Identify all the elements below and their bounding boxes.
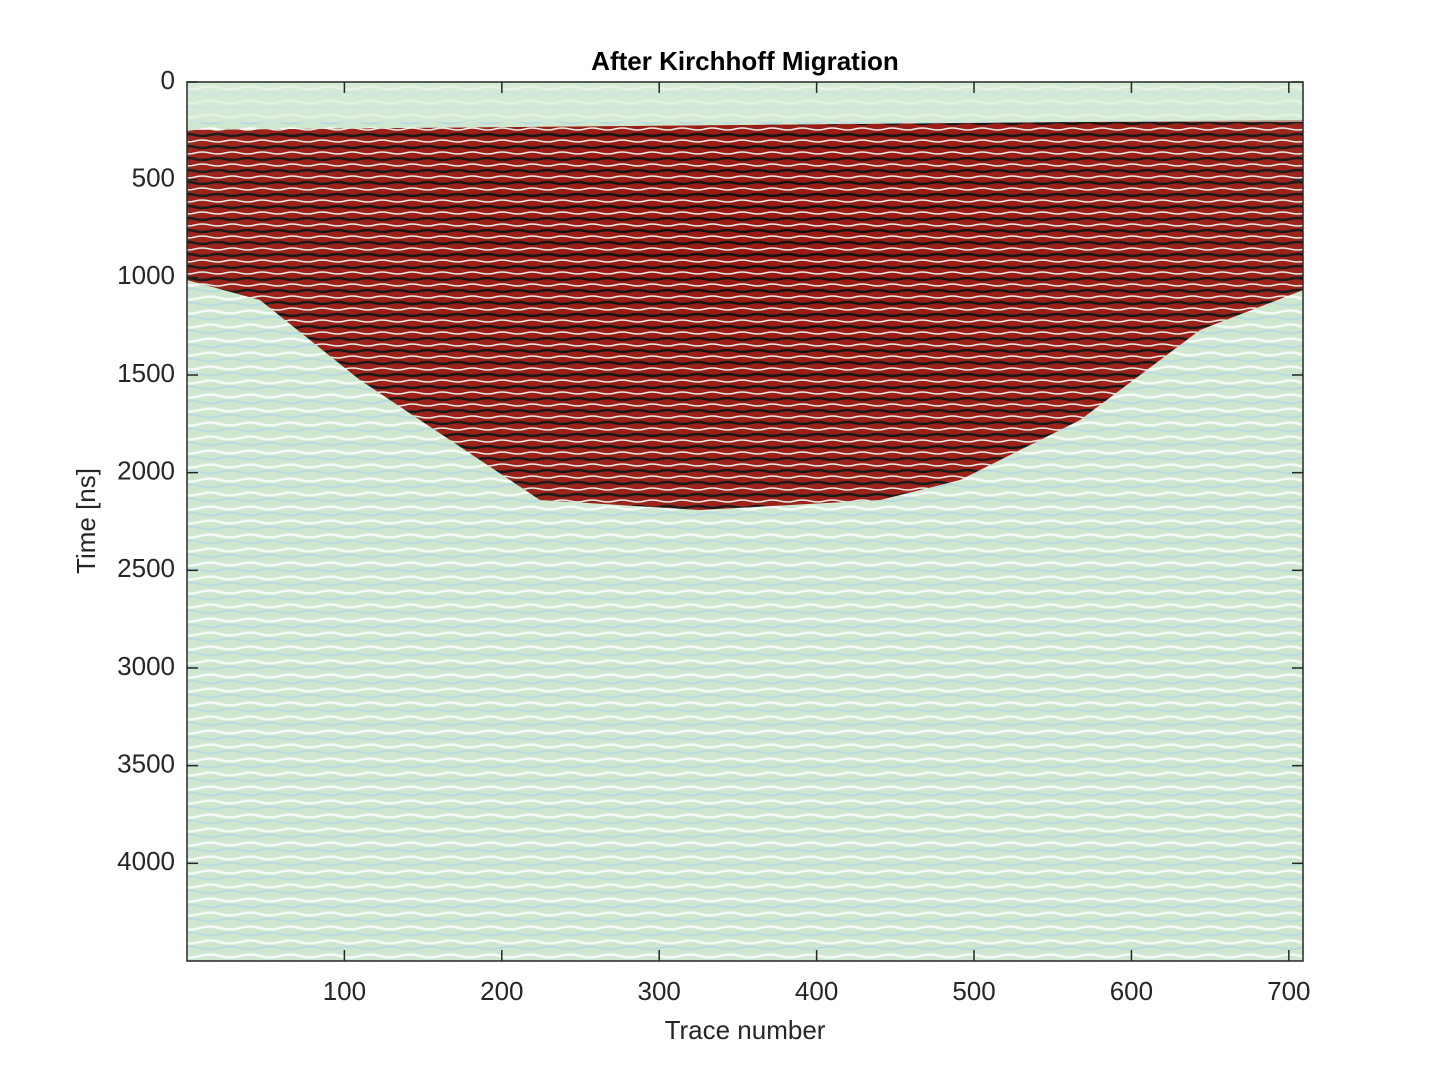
- y-tick-label: 2000: [117, 456, 175, 486]
- x-tick-label: 700: [1267, 976, 1310, 1006]
- y-tick-label: 3500: [117, 749, 175, 779]
- x-tick-label: 400: [795, 976, 838, 1006]
- y-tick-label: 1000: [117, 260, 175, 290]
- axes-box: [186, 81, 1304, 962]
- y-tick-label: 0: [161, 65, 175, 95]
- x-axis-label: Trace number: [665, 1015, 826, 1045]
- y-tick-label: 1500: [117, 358, 175, 388]
- chart-title: After Kirchhoff Migration: [591, 46, 899, 76]
- y-tick-label: 500: [132, 163, 175, 193]
- x-tick-label: 600: [1110, 976, 1153, 1006]
- y-tick-label: 2500: [117, 553, 175, 583]
- y-axis-label: Time [ns]: [71, 468, 101, 574]
- x-tick-label: 300: [638, 976, 681, 1006]
- image-layer: [187, 82, 1303, 961]
- x-tick-label: 100: [323, 976, 366, 1006]
- y-tick-label: 3000: [117, 651, 175, 681]
- x-tick-label: 500: [952, 976, 995, 1006]
- x-tick-label: 200: [480, 976, 523, 1006]
- y-tick-label: 4000: [117, 846, 175, 876]
